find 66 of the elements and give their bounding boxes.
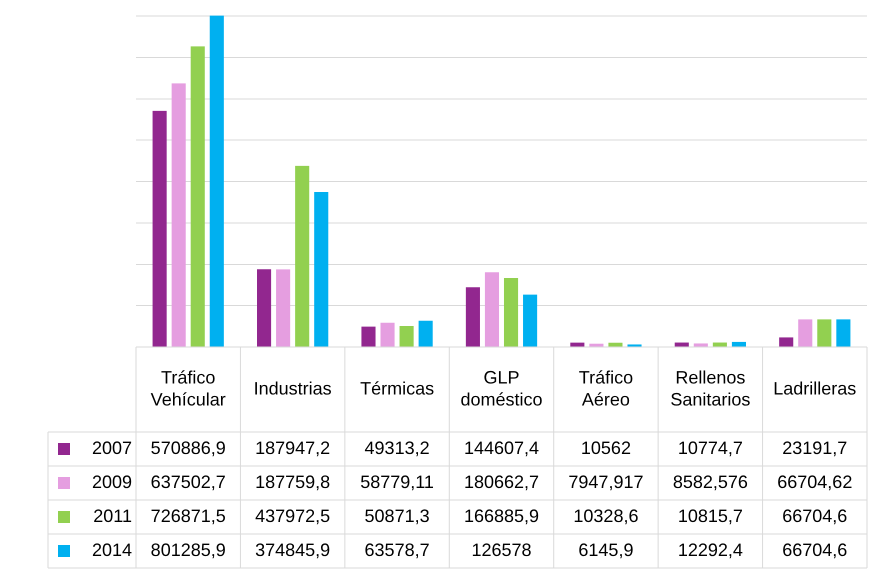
bar [504, 278, 518, 346]
bar [210, 16, 224, 346]
data-label: 50871,3 [364, 506, 430, 526]
data-label: 10815,7 [678, 506, 743, 526]
bar [276, 269, 290, 346]
data-label: 126578 [471, 540, 532, 560]
bar [817, 319, 832, 346]
legend-label: 2011 [93, 506, 132, 526]
data-label: 8582,576 [672, 472, 748, 492]
bar [257, 269, 272, 346]
data-label: 180662,7 [464, 472, 540, 492]
data-label: 10774,7 [678, 438, 743, 458]
x-tick-label: Industrias [254, 378, 332, 398]
bar [295, 166, 310, 346]
bar [466, 287, 480, 346]
data-label: 6145,9 [578, 540, 634, 560]
bar [732, 342, 746, 346]
bar [712, 342, 727, 346]
data-label: 63578,7 [364, 540, 430, 560]
data-label: 801285,9 [150, 540, 226, 560]
bar [152, 110, 167, 346]
data-label: 66704,6 [782, 540, 848, 560]
bar [836, 319, 850, 346]
data-label: 437972,5 [255, 506, 330, 526]
bar [361, 326, 376, 346]
bar [694, 343, 708, 346]
bar [674, 342, 689, 346]
bar [172, 83, 186, 346]
legend-label: 2009 [92, 472, 132, 492]
data-label: 187947,2 [255, 438, 330, 458]
bar [779, 337, 794, 346]
x-tick-label: Rellenos Sanitarios [670, 367, 750, 410]
x-tick-label: GLP doméstico [460, 367, 543, 410]
bar [570, 342, 584, 346]
data-label: 144607,4 [464, 438, 540, 458]
data-label: 7947,917 [568, 472, 644, 492]
data-label: 66704,62 [777, 472, 852, 492]
data-label: 637502,7 [150, 472, 226, 492]
bar [484, 272, 500, 346]
bar [418, 320, 433, 346]
legend-label: 2007 [92, 438, 132, 458]
bar [380, 322, 395, 346]
data-label: 10562 [580, 438, 631, 458]
bar [523, 294, 538, 346]
data-label: 12292,4 [678, 540, 743, 560]
x-tick-label: Tráfico Aéreo [578, 367, 634, 410]
bar [608, 342, 623, 346]
data-label: 374845,9 [255, 540, 330, 560]
data-label: 23191,7 [782, 438, 848, 458]
x-tick-label: Tráfico Vehícular [150, 367, 226, 410]
data-label: 166885,9 [464, 506, 540, 526]
bar [314, 192, 328, 346]
bar [589, 344, 604, 346]
x-tick-label: Térmicas [360, 378, 434, 398]
data-label: 187759,8 [255, 472, 330, 492]
data-label: 726871,5 [150, 506, 226, 526]
data-label: 10328,6 [573, 506, 638, 526]
data-label: 58779,11 [360, 472, 434, 492]
bar [190, 46, 205, 346]
data-label: 49313,2 [364, 438, 430, 458]
data-label: 570886,9 [150, 438, 226, 458]
legend-label: 2014 [92, 540, 132, 560]
data-label: 66704,6 [782, 506, 848, 526]
bar [798, 319, 812, 346]
x-tick-label: Ladrilleras [773, 378, 856, 398]
bar [400, 326, 414, 346]
